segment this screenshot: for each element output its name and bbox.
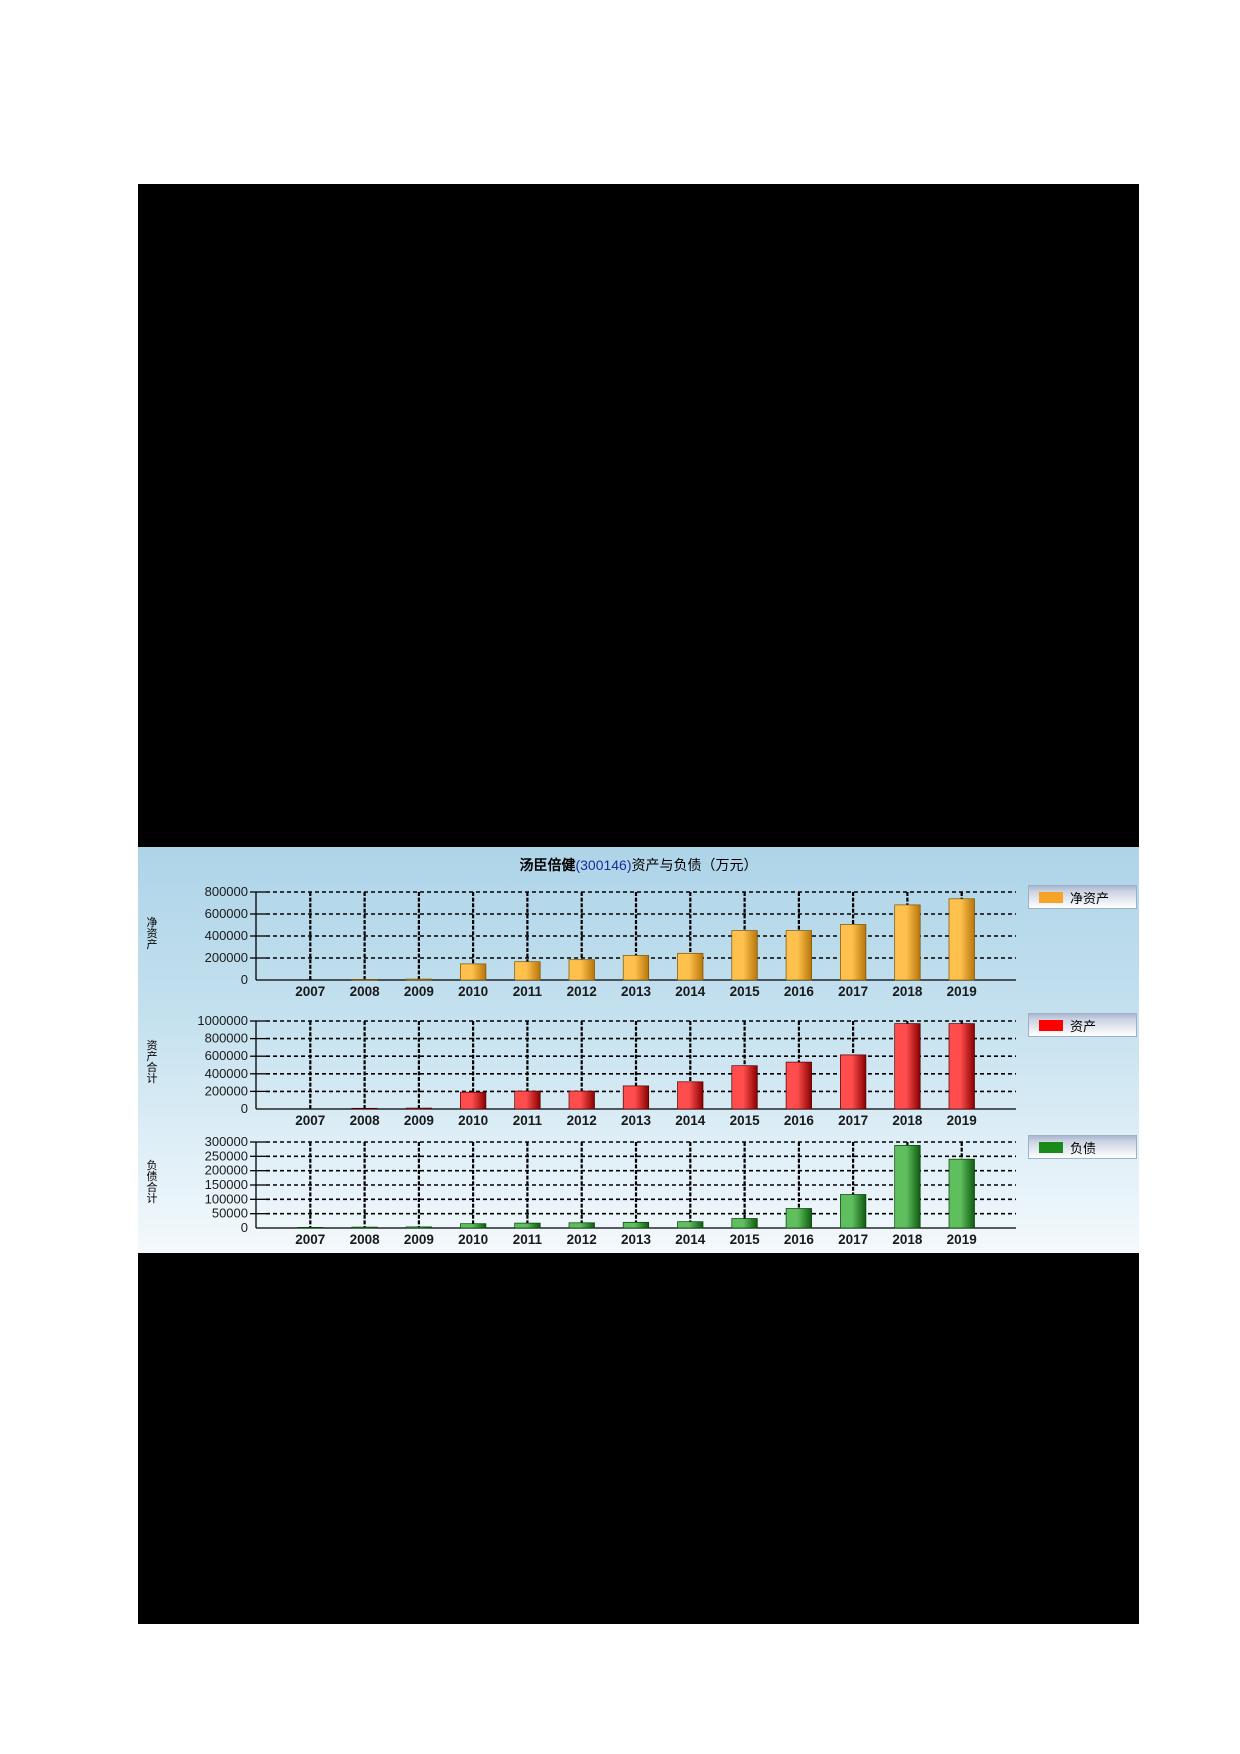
svg-text:2011: 2011 [513,984,543,999]
svg-text:2009: 2009 [404,1232,434,1247]
svg-text:2012: 2012 [567,984,597,999]
svg-text:2014: 2014 [675,1113,706,1128]
svg-text:2017: 2017 [838,1113,868,1128]
svg-text:800000: 800000 [205,1031,248,1046]
svg-text:2015: 2015 [730,1232,761,1247]
svg-text:2018: 2018 [892,1113,923,1128]
svg-text:2016: 2016 [784,1113,815,1128]
svg-text:1000000: 1000000 [197,1013,248,1028]
svg-text:150000: 150000 [205,1177,248,1192]
svg-text:50000: 50000 [212,1206,248,1221]
svg-text:2017: 2017 [838,1232,868,1247]
svg-text:2008: 2008 [350,984,381,999]
svg-text:2010: 2010 [458,1113,488,1128]
svg-text:400000: 400000 [205,1066,248,1081]
svg-text:2008: 2008 [350,1232,381,1247]
svg-text:2017: 2017 [838,984,868,999]
svg-text:200000: 200000 [205,1163,248,1178]
svg-text:2014: 2014 [675,1232,706,1247]
svg-text:600000: 600000 [205,1048,248,1063]
svg-text:400000: 400000 [205,928,248,943]
svg-text:2007: 2007 [295,1113,325,1128]
svg-text:0: 0 [241,1220,248,1235]
svg-text:2015: 2015 [730,984,761,999]
svg-text:2013: 2013 [621,1232,652,1247]
svg-text:2012: 2012 [567,1232,597,1247]
svg-text:2007: 2007 [295,1232,325,1247]
svg-text:2016: 2016 [784,984,815,999]
svg-text:100000: 100000 [205,1191,248,1206]
svg-text:200000: 200000 [205,1083,248,1098]
svg-text:300000: 300000 [205,1134,248,1149]
svg-text:2013: 2013 [621,1113,652,1128]
svg-text:2016: 2016 [784,1232,815,1247]
svg-text:2015: 2015 [730,1113,761,1128]
svg-text:2009: 2009 [404,984,434,999]
svg-text:600000: 600000 [205,906,248,921]
svg-text:2018: 2018 [892,1232,923,1247]
svg-text:2009: 2009 [404,1113,434,1128]
svg-text:0: 0 [241,972,248,987]
svg-text:2019: 2019 [947,1113,977,1128]
svg-text:2019: 2019 [947,1232,977,1247]
svg-text:0: 0 [241,1101,248,1116]
svg-text:2008: 2008 [350,1113,381,1128]
svg-text:2018: 2018 [892,984,923,999]
svg-text:2012: 2012 [567,1113,597,1128]
svg-text:2010: 2010 [458,984,488,999]
svg-text:2019: 2019 [947,984,977,999]
svg-text:2010: 2010 [458,1232,488,1247]
svg-text:200000: 200000 [205,950,248,965]
svg-text:800000: 800000 [205,884,248,899]
svg-text:2013: 2013 [621,984,652,999]
svg-text:2011: 2011 [513,1232,543,1247]
svg-text:2011: 2011 [513,1113,543,1128]
svg-text:250000: 250000 [205,1148,248,1163]
svg-text:2014: 2014 [675,984,706,999]
svg-text:2007: 2007 [295,984,325,999]
